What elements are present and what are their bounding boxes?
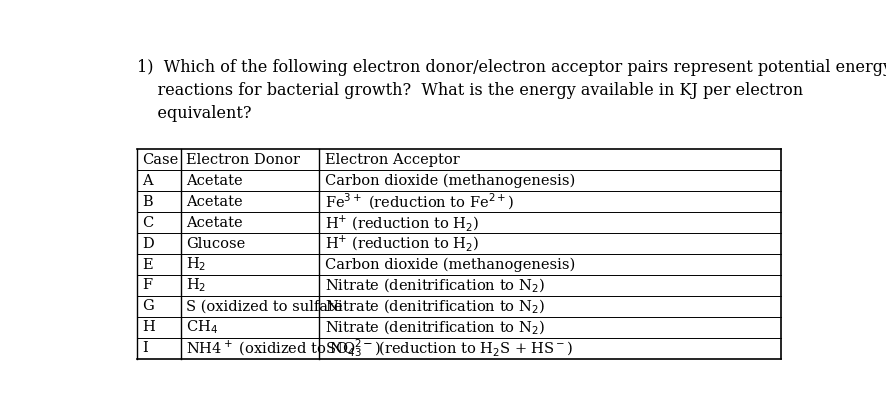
- Text: A: A: [143, 174, 153, 188]
- Text: CH$_4$: CH$_4$: [186, 318, 218, 336]
- Text: H$_2$: H$_2$: [186, 256, 206, 274]
- Text: Carbon dioxide (methanogenesis): Carbon dioxide (methanogenesis): [324, 258, 574, 272]
- Text: Carbon dioxide (methanogenesis): Carbon dioxide (methanogenesis): [324, 173, 574, 188]
- Text: C: C: [143, 215, 153, 229]
- Text: Acetate: Acetate: [186, 174, 243, 188]
- Text: H$_2$: H$_2$: [186, 276, 206, 294]
- Text: F: F: [143, 279, 152, 293]
- Text: Electron Acceptor: Electron Acceptor: [324, 153, 459, 167]
- Text: Acetate: Acetate: [186, 195, 243, 209]
- Text: H$^{+}$ (reduction to H$_2$): H$^{+}$ (reduction to H$_2$): [324, 234, 478, 253]
- Text: Glucose: Glucose: [186, 236, 245, 250]
- Text: 1)  Which of the following electron donor/electron acceptor pairs represent pote: 1) Which of the following electron donor…: [136, 59, 886, 76]
- Text: H: H: [143, 321, 155, 335]
- Text: reactions for bacterial growth?  What is the energy available in KJ per electron: reactions for bacterial growth? What is …: [136, 82, 802, 99]
- Text: B: B: [143, 195, 153, 209]
- Text: Nitrate (denitrification to N$_2$): Nitrate (denitrification to N$_2$): [324, 318, 544, 337]
- Text: E: E: [143, 258, 153, 272]
- Text: SO$_4$$^{2-}$ (reduction to H$_2$S + HS$^-$): SO$_4$$^{2-}$ (reduction to H$_2$S + HS$…: [324, 338, 572, 359]
- Text: Fe$^{3+}$ (reduction to Fe$^{2+}$): Fe$^{3+}$ (reduction to Fe$^{2+}$): [324, 192, 514, 212]
- Text: I: I: [143, 341, 148, 355]
- Text: H$^{+}$ (reduction to H$_2$): H$^{+}$ (reduction to H$_2$): [324, 213, 478, 232]
- Text: Electron Donor: Electron Donor: [186, 153, 300, 167]
- Text: G: G: [143, 300, 154, 314]
- Text: Nitrate (denitrification to N$_2$): Nitrate (denitrification to N$_2$): [324, 276, 544, 295]
- Text: NH4$^+$ (oxidized to NO$_3$$^-$): NH4$^+$ (oxidized to NO$_3$$^-$): [186, 338, 382, 358]
- Text: equivalent?: equivalent?: [136, 105, 252, 122]
- Text: Case: Case: [143, 153, 179, 167]
- Text: Nitrate (denitrification to N$_2$): Nitrate (denitrification to N$_2$): [324, 297, 544, 316]
- Text: D: D: [143, 236, 154, 250]
- Text: Acetate: Acetate: [186, 215, 243, 229]
- Text: S (oxidized to sulfate: S (oxidized to sulfate: [186, 300, 342, 314]
